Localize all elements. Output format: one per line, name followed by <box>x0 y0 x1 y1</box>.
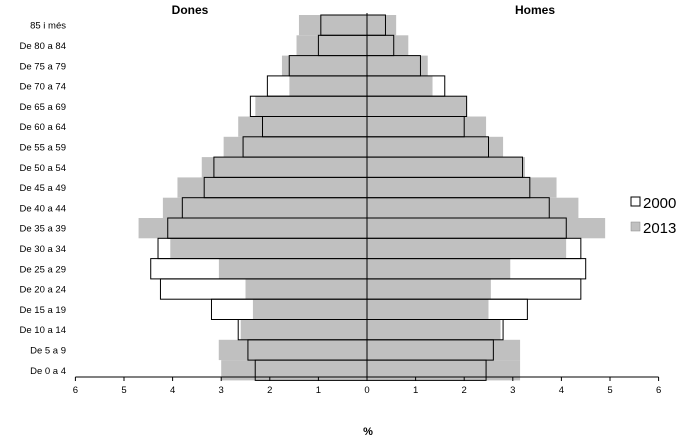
bar-2013-homes-de-25-a-29 <box>367 259 510 279</box>
bar-2000-homes-excess-de-20-a-24 <box>491 279 581 299</box>
bar-2013-homes-de-20-a-24 <box>367 279 491 299</box>
category-label-de-55-a-59: De 55 a 59 <box>20 142 66 153</box>
bar-2000-dones-excess-de-15-a-19 <box>211 299 252 319</box>
bar-2013-homes-de-35-a-39 <box>367 218 605 238</box>
category-label-de-20-a-24: De 20 a 24 <box>20 285 66 296</box>
bar-2013-dones-de-15-a-19 <box>253 299 367 319</box>
bar-2013-dones-de-65-a-69 <box>255 96 367 116</box>
category-label-de-75-a-79: De 75 a 79 <box>20 61 66 72</box>
category-label-de-5-a-9: De 5 a 9 <box>30 345 66 356</box>
bar-2000-dones-excess-de-30-a-34 <box>158 238 170 258</box>
bar-2013-homes-de-60-a-64 <box>367 117 486 137</box>
category-label-de-40-a-44: De 40 a 44 <box>20 203 66 214</box>
category-label-de-35-a-39: De 35 a 39 <box>20 224 66 235</box>
x-tick-label-9: 3 <box>510 385 515 396</box>
x-tick-label-11: 5 <box>607 385 612 396</box>
bar-2013-dones-de-5-a-9 <box>219 340 367 360</box>
bar-2013-dones-de-25-a-29 <box>219 259 367 279</box>
x-tick-label-10: 4 <box>559 385 564 396</box>
x-tick-label-8: 2 <box>462 385 467 396</box>
category-label-de-25-a-29: De 25 a 29 <box>20 264 66 275</box>
bar-2013-dones-de-70-a-74 <box>289 76 367 96</box>
bar-2013-homes-de-50-a-54 <box>367 157 525 177</box>
bar-2013-homes-de-40-a-44 <box>367 198 578 218</box>
category-label-de-50-a-54: De 50 a 54 <box>20 163 66 174</box>
bar-2000-dones-excess-de-70-a-74 <box>267 76 289 96</box>
bar-2013-homes-de-5-a-9 <box>367 340 520 360</box>
bar-2013-homes-de-45-a-49 <box>367 177 557 197</box>
bar-2013-dones-85-i-m-s <box>299 15 367 35</box>
bar-2013-dones-de-35-a-39 <box>139 218 367 238</box>
category-label-de-15-a-19: De 15 a 19 <box>20 305 66 316</box>
bar-2013-dones-de-20-a-24 <box>246 279 368 299</box>
bar-2013-dones-de-45-a-49 <box>177 177 367 197</box>
category-label-85-i-m-s: 85 i més <box>30 21 66 32</box>
x-tick-label-2: 4 <box>170 385 175 396</box>
category-labels: 85 i més De 80 a 84 De 75 a 79 De 70 a 74 De… <box>20 21 67 377</box>
bar-2013-homes-85-i-m-s <box>367 15 396 35</box>
left-title-dones: Dones <box>172 3 209 17</box>
bar-2000-dones-excess-de-25-a-29 <box>151 259 219 279</box>
category-label-de-60-a-64: De 60 a 64 <box>20 122 66 133</box>
bar-2013-dones-de-75-a-79 <box>282 56 367 76</box>
bar-2013-homes-de-80-a-84 <box>367 35 408 55</box>
legend-swatch-2000 <box>631 197 640 206</box>
category-label-de-65-a-69: De 65 a 69 <box>20 102 66 113</box>
x-tick-label-0: 6 <box>73 385 78 396</box>
bar-2013-homes-de-65-a-69 <box>367 96 467 116</box>
bar-2013-dones-de-55-a-59 <box>224 137 367 157</box>
bar-2013-dones-de-60-a-64 <box>238 117 367 137</box>
x-tick-label-6: 0 <box>364 385 369 396</box>
legend: 2000 2013 <box>631 195 676 237</box>
category-label-de-10-a-14: De 10 a 14 <box>20 325 66 336</box>
bar-2000-homes-excess-de-25-a-29 <box>510 259 585 279</box>
bar-2013-homes-de-30-a-34 <box>367 238 566 258</box>
x-tick-label-5: 1 <box>316 385 321 396</box>
legend-label-2013: 2013 <box>643 220 676 237</box>
bar-2000-homes-excess-de-30-a-34 <box>566 238 581 258</box>
category-label-de-80-a-84: De 80 a 84 <box>20 41 66 52</box>
right-title-homes: Homes <box>515 3 555 17</box>
bar-2013-dones-de-80-a-84 <box>297 35 367 55</box>
category-label-de-0-a-4: De 0 a 4 <box>30 366 66 377</box>
category-label-de-70-a-74: De 70 a 74 <box>20 82 66 93</box>
bar-2013-dones-de-30-a-34 <box>170 238 367 258</box>
bar-2000-dones-excess-de-20-a-24 <box>160 279 245 299</box>
bar-2013-homes-de-10-a-14 <box>367 320 501 340</box>
legend-swatch-2013 <box>631 222 640 231</box>
bar-2013-homes-de-70-a-74 <box>367 76 433 96</box>
category-label-de-30-a-34: De 30 a 34 <box>20 244 66 255</box>
bar-2013-homes-de-55-a-59 <box>367 137 503 157</box>
bar-2000-homes-excess-de-70-a-74 <box>433 76 445 96</box>
category-label-de-45-a-49: De 45 a 49 <box>20 183 66 194</box>
x-tick-label-12: 6 <box>656 385 661 396</box>
bar-2000-homes-excess-de-15-a-19 <box>489 299 528 319</box>
x-tick-label-3: 3 <box>219 385 224 396</box>
x-tick-label-7: 1 <box>413 385 418 396</box>
x-tick-label-4: 2 <box>267 385 272 396</box>
bar-2000-dones-excess-de-65-a-69 <box>250 96 255 116</box>
bar-2013-homes-de-75-a-79 <box>367 56 428 76</box>
bar-2013-dones-de-50-a-54 <box>202 157 367 177</box>
legend-label-2000: 2000 <box>643 195 676 212</box>
x-tick-label-1: 5 <box>121 385 126 396</box>
bar-2013-homes-de-15-a-19 <box>367 299 489 319</box>
x-axis-label: % <box>363 426 373 438</box>
bar-2013-dones-de-10-a-14 <box>241 320 367 340</box>
bar-2013-dones-de-40-a-44 <box>163 198 367 218</box>
